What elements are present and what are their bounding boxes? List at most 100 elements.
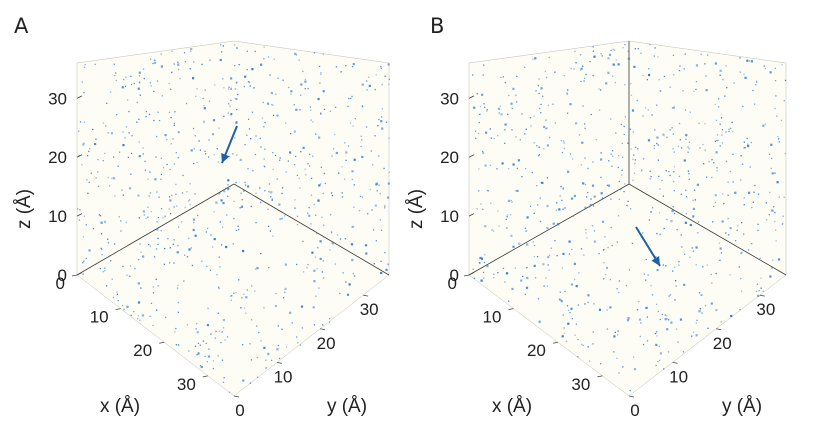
data-point [168, 196, 171, 198]
data-point [629, 390, 631, 392]
data-point [659, 188, 661, 190]
data-point [685, 189, 687, 191]
data-point [648, 219, 650, 221]
data-point [561, 335, 564, 338]
data-point [278, 357, 281, 360]
data-point [476, 93, 478, 95]
data-point [726, 87, 728, 89]
data-point [120, 230, 122, 232]
data-point [728, 130, 730, 133]
data-point [287, 160, 289, 162]
data-point [298, 59, 300, 61]
data-point [684, 109, 687, 111]
data-point [688, 148, 690, 150]
data-point [640, 170, 643, 172]
data-point [592, 343, 594, 345]
data-point [612, 155, 614, 157]
data-point [645, 306, 648, 309]
y-tick-mark [759, 294, 765, 297]
data-point [188, 248, 191, 251]
data-point [192, 127, 195, 130]
data-point [344, 142, 346, 144]
data-point [519, 139, 521, 141]
data-point [695, 264, 697, 266]
data-point [518, 242, 521, 245]
data-point [716, 170, 718, 172]
data-point [546, 76, 548, 79]
data-point [241, 199, 243, 201]
data-point [706, 264, 708, 266]
data-point [482, 152, 484, 154]
data-point [243, 293, 245, 295]
data-point [630, 208, 632, 210]
data-point [577, 356, 579, 358]
data-point [593, 230, 596, 232]
data-point [322, 53, 325, 55]
data-point [653, 55, 655, 57]
data-point [319, 183, 322, 185]
data-point [126, 274, 128, 276]
data-point [537, 298, 540, 300]
data-point [784, 153, 787, 155]
data-point [582, 344, 584, 346]
data-point [248, 128, 251, 130]
data-point [92, 228, 95, 230]
data-point [239, 207, 241, 209]
data-point [580, 164, 582, 166]
data-point [97, 171, 99, 173]
data-point [176, 205, 178, 207]
data-point [487, 190, 489, 192]
data-point [603, 249, 605, 251]
data-point [675, 280, 677, 282]
data-point [655, 255, 657, 258]
data-point [610, 118, 612, 120]
data-point [617, 166, 619, 169]
data-point [733, 82, 735, 84]
data-point [720, 117, 723, 119]
z-tick-mark [468, 154, 475, 158]
data-point [695, 334, 698, 337]
data-point [620, 123, 622, 126]
data-point [114, 195, 116, 197]
data-point [770, 143, 773, 146]
data-point [536, 145, 538, 147]
data-point [309, 165, 311, 167]
data-point [675, 285, 677, 287]
data-point [575, 122, 578, 125]
data-point [300, 94, 302, 96]
data-point [482, 74, 484, 76]
data-point [335, 151, 338, 155]
data-point [115, 72, 117, 74]
data-point [313, 52, 315, 54]
data-point [189, 183, 191, 185]
data-point [83, 121, 86, 123]
data-point [384, 205, 386, 207]
data-point [189, 199, 191, 201]
data-point [157, 237, 159, 240]
data-point [348, 283, 351, 286]
data-point [665, 170, 667, 172]
data-point [661, 313, 663, 316]
data-point [715, 119, 718, 122]
data-point [129, 265, 132, 267]
data-point [547, 104, 550, 106]
data-point [727, 181, 729, 183]
data-point [157, 243, 159, 245]
data-point [630, 94, 633, 96]
data-point [581, 343, 583, 346]
data-point [154, 59, 156, 61]
data-point [563, 142, 565, 144]
data-point [616, 357, 618, 359]
data-point [86, 179, 88, 181]
data-point [704, 149, 706, 151]
data-point [232, 153, 234, 155]
data-point [206, 227, 209, 229]
data-point [196, 161, 198, 164]
data-point [609, 278, 611, 281]
data-point [141, 314, 144, 317]
data-point [242, 249, 245, 253]
data-point [710, 302, 713, 305]
data-point [118, 216, 120, 218]
data-point [636, 99, 638, 102]
